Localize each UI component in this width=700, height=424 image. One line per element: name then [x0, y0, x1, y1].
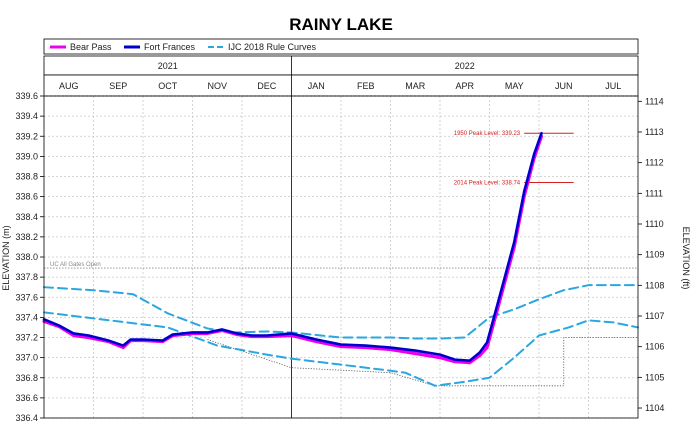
grid: [44, 95, 638, 419]
y-right-tick-label: 1113: [645, 127, 664, 137]
y-left-tick-label: 336.8: [15, 373, 38, 383]
y-left-tick-label: 339.2: [15, 131, 38, 141]
series-line-bear-pass: [42, 134, 544, 365]
y-left-tick-label: 338.2: [15, 232, 38, 242]
y-left-tick-label: 338.4: [15, 212, 38, 222]
y-right-tick-label: 1104: [645, 403, 664, 413]
month-label-feb: FEB: [357, 81, 375, 91]
y-left-tick-label: 336.6: [15, 393, 38, 403]
y-right-tick-label: 1106: [645, 342, 664, 352]
y-left-tick-label: 339.0: [15, 151, 38, 161]
series-line-ijc-2018-rule-curves-upper: [43, 284, 639, 340]
year-label-2021: 2021: [158, 61, 178, 71]
plot-frame: [43, 95, 639, 419]
y-left-tick-label: 338.8: [15, 172, 38, 182]
y-left-tick-label: 338.6: [15, 192, 38, 202]
y-right-tick-label: 1112: [645, 158, 664, 168]
legend-box: [43, 38, 639, 55]
y-axis-left-ticks: 339.6 339.4 339.2 339.0 338.8 338.6 338.4 338.2…: [15, 91, 44, 423]
y-right-tick-label: 1108: [645, 280, 664, 290]
legend-label-ijc-rule-curves: IJC 2018 Rule Curves: [228, 42, 317, 52]
reference-lines: 1950 Peak Level: 339.23 2014 Peak Level: …: [44, 131, 638, 387]
series-line-ijc-2018-rule-curves-lower: [43, 311, 639, 387]
y-left-tick-label: 337.6: [15, 292, 38, 302]
legend-label-fort-frances: Fort Frances: [144, 42, 196, 52]
month-labels: AUG SEP OCT NOV DEC JAN FEB MAR APR MAY JUN JUL: [59, 81, 621, 91]
month-label-aug: AUG: [59, 81, 79, 91]
month-label-oct: OCT: [158, 81, 178, 91]
y-right-tick-label: 1107: [645, 311, 664, 321]
y-left-tick-label: 338.0: [15, 252, 38, 262]
y-axis-right-ticks: 1114 1113 1112 1111 1110 1109 1108 1107 1106 1105…: [638, 96, 664, 413]
y-right-tick-label: 1111: [645, 188, 663, 198]
minimum-envelope-line: [207, 337, 638, 387]
y-left-tick-label: 337.4: [15, 312, 38, 322]
month-label-nov: NOV: [207, 81, 227, 91]
y-left-tick-label: 339.4: [15, 111, 38, 121]
peak-level-label: 1950 Peak Level: 339.23: [454, 131, 521, 137]
y-left-tick-label: 339.6: [15, 91, 38, 101]
month-label-sep: SEP: [109, 81, 127, 91]
y-axis-right-title: ELEVATION (ft): [681, 227, 691, 290]
legend: Bear Pass Fort Frances IJC 2018 Rule Cur…: [43, 38, 639, 55]
series-line-fort-frances: [42, 131, 543, 362]
y-left-tick-label: 337.8: [15, 272, 38, 282]
month-label-may: MAY: [505, 81, 524, 91]
y-left-tick-label: 337.0: [15, 353, 38, 363]
y-axis-left-title: ELEVATION (m): [1, 225, 11, 290]
legend-label-bear-pass: Bear Pass: [70, 42, 112, 52]
month-header: [43, 74, 639, 97]
y-right-tick-label: 1114: [645, 96, 664, 106]
month-label-mar: MAR: [405, 81, 426, 91]
series-lines: [42, 131, 639, 387]
gates-open-label: UC All Gates Open: [50, 262, 101, 268]
month-label-jan: JAN: [308, 81, 325, 91]
month-label-apr: APR: [455, 81, 474, 91]
peak-level-label: 2014 Peak Level: 338.74: [454, 181, 521, 187]
y-left-tick-label: 336.4: [15, 413, 38, 423]
y-left-tick-label: 337.2: [15, 333, 38, 343]
month-label-jul: JUL: [605, 81, 621, 91]
chart-title: RAINY LAKE: [289, 15, 393, 34]
y-right-tick-label: 1110: [645, 219, 664, 229]
y-right-tick-label: 1109: [645, 250, 664, 260]
month-label-dec: DEC: [257, 81, 277, 91]
y-right-tick-label: 1105: [645, 372, 664, 382]
year-label-2022: 2022: [455, 61, 475, 71]
year-header: [43, 55, 639, 76]
month-label-jun: JUN: [555, 81, 573, 91]
